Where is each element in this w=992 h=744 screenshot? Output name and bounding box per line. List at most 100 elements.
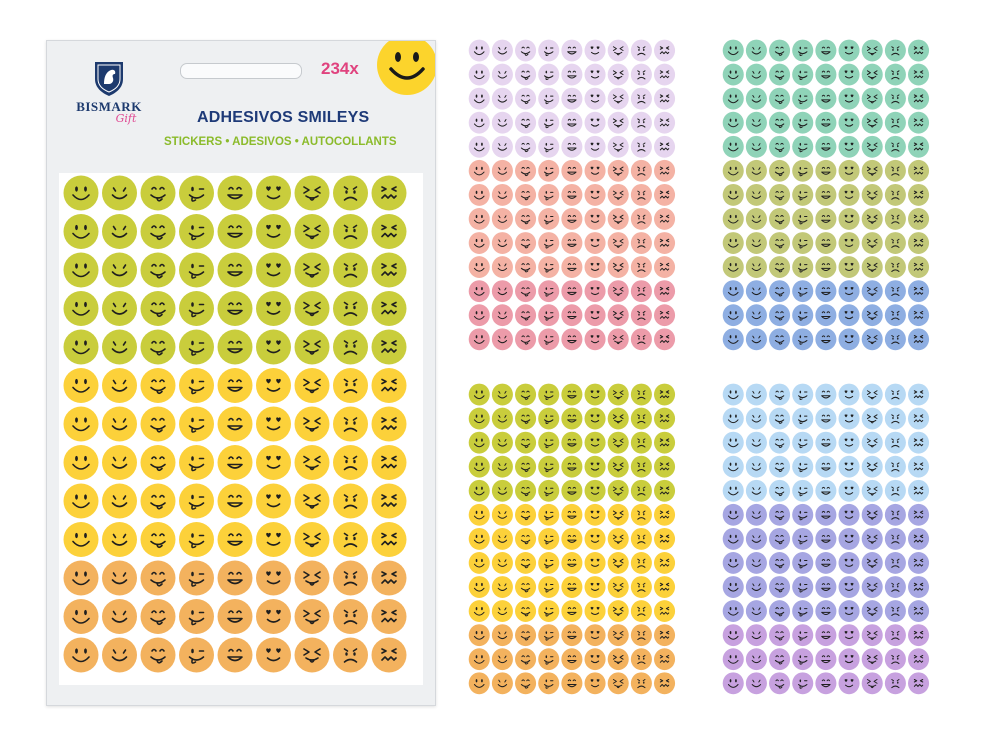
sticker-grimace [908,159,930,182]
sticker-tongue [769,383,791,406]
sticker-tongue-wink [792,39,814,62]
sticker-grin [217,522,253,557]
sticker-heart-eyes [584,648,606,671]
green-sticker-grid [722,39,930,351]
sticker-grimace [371,214,407,249]
sticker-grin [561,383,583,406]
sticker-smile [491,479,513,502]
sticker-sad [630,431,652,454]
sticker-sad [630,552,652,574]
sticker-big-smile [63,599,99,634]
sticker-grimace [908,232,930,254]
sticker-heart-eyes [584,208,606,230]
sticker-squint-tongue [861,111,883,134]
sticker-grimace [654,672,676,695]
sticker-grimace [371,406,407,442]
sticker-tongue [515,672,537,695]
sticker-sad [884,479,906,502]
sticker-grimace [371,252,407,288]
sticker-grimace [908,328,930,351]
sticker-grimace [654,63,676,86]
sticker-sad [884,431,906,454]
sticker-grimace [371,522,407,557]
sticker-grimace [654,455,676,478]
sticker-squint-tongue [861,328,883,351]
sticker-grimace [908,455,930,478]
sticker-smile [491,39,513,62]
sticker-big-smile [722,280,744,303]
sticker-big-smile [468,256,490,278]
sticker-tongue [515,328,537,351]
sticker-tongue-wink [179,175,214,211]
sticker-squint-tongue [861,552,883,574]
sticker-big-smile [722,304,744,327]
sticker-big-smile [722,39,744,62]
bismark-logo: BISMARK Gift [61,59,157,145]
sticker-heart-eyes [256,483,291,519]
sticker-grin [815,455,837,478]
sticker-big-smile [468,232,490,254]
sticker-tongue [515,208,537,230]
sticker-tongue [515,576,537,598]
sticker-grin [561,624,583,647]
sticker-tongue [515,256,537,278]
sticker-tongue-wink [538,304,560,327]
sticker-heart-eyes [584,672,606,695]
sticker-grimace [371,599,407,634]
sticker-tongue [515,600,537,622]
sticker-smile [745,455,767,478]
sticker-tongue [140,406,176,442]
sticker-heart-eyes [838,600,860,622]
sticker-sad [630,256,652,278]
sticker-grin [217,368,253,403]
sticker-tongue-wink [538,232,560,254]
sticker-big-smile [468,648,490,671]
sticker-squint-tongue [607,527,629,550]
sticker-grin [815,383,837,406]
sticker-sad [333,368,368,403]
sticker-tongue-wink [538,383,560,406]
sticker-grin [217,252,253,288]
sticker-tongue-wink [792,648,814,671]
sticker-grimace [371,291,407,326]
sticker-squint-tongue [861,383,883,406]
sticker-tongue [769,111,791,134]
sticker-sad [884,232,906,254]
sticker-grimace [908,256,930,278]
sticker-heart-eyes [838,648,860,671]
sticker-sad [884,552,906,574]
sticker-tongue-wink [792,304,814,327]
sticker-big-smile [63,483,99,519]
sticker-heart-eyes [584,455,606,478]
sticker-smile [102,522,137,557]
sticker-sad [630,280,652,303]
sticker-grin [815,672,837,695]
sticker-tongue [769,280,791,303]
sticker-big-smile [63,252,99,288]
sticker-tongue [140,445,176,480]
sticker-smile [745,208,767,230]
sticker-big-smile [722,383,744,406]
sticker-sad [333,599,368,634]
sticker-grin [217,560,253,596]
sticker-tongue [769,431,791,454]
sticker-heart-eyes [584,624,606,647]
sticker-grin [561,232,583,254]
sticker-tongue-wink [179,291,214,326]
sticker-big-smile [468,624,490,647]
sticker-big-smile [722,111,744,134]
sticker-grin [217,214,253,249]
sticker-tongue [515,280,537,303]
sticker-grimace [908,208,930,230]
sticker-grimace [654,304,676,327]
sticker-sad [333,445,368,480]
sticker-squint-tongue [607,63,629,86]
sticker-squint-tongue [607,672,629,695]
sticker-tongue [769,672,791,695]
sticker-squint-tongue [861,503,883,526]
sticker-big-smile [63,214,99,249]
sticker-tongue-wink [792,600,814,622]
sticker-squint-tongue [861,600,883,622]
sticker-sad [333,175,368,211]
sticker-heart-eyes [838,455,860,478]
